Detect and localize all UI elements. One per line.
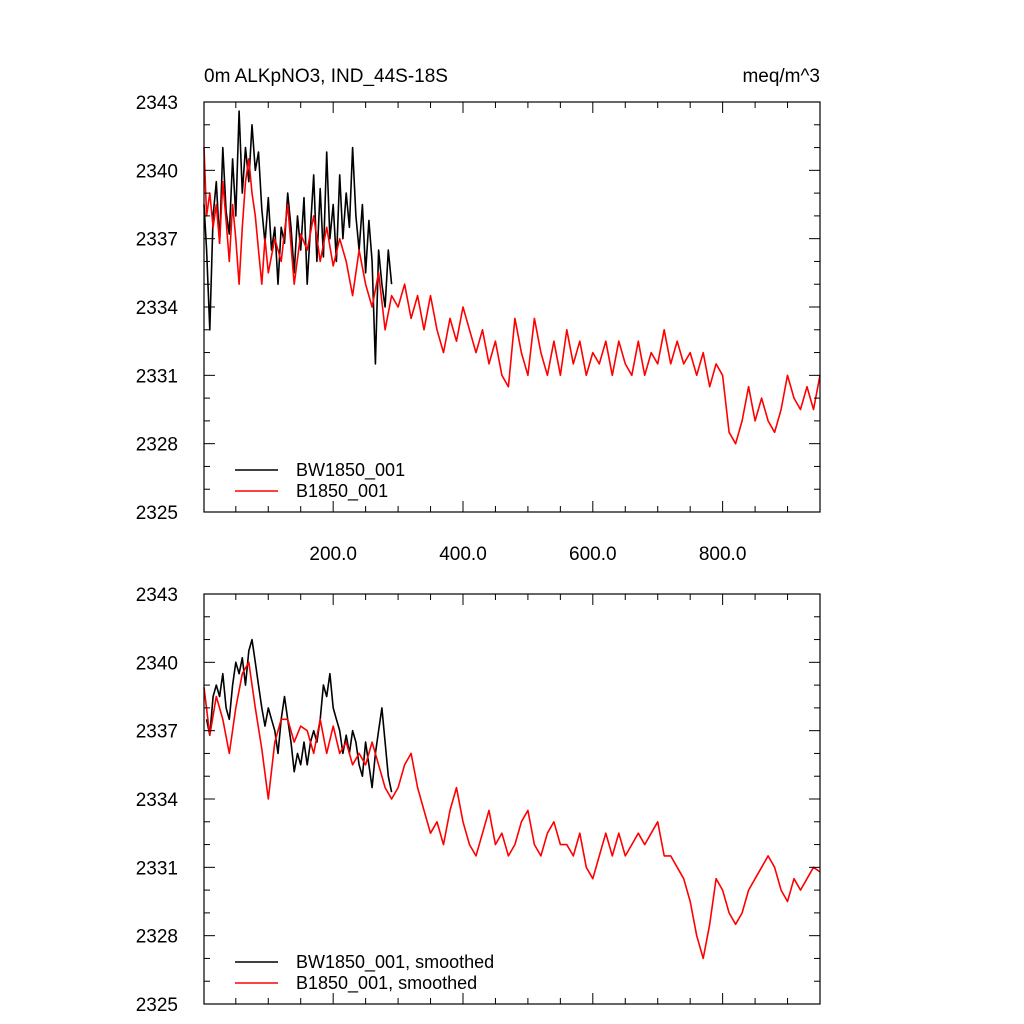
y-tick-label: 2334 — [136, 790, 179, 811]
y-tick-label: 2325 — [136, 995, 178, 1016]
top-time-series-panel: 2325 2328 2331 2334 2337 2340 2343 200.0 400.0 60… — [136, 66, 821, 565]
units-label: meq/m^3 — [742, 66, 820, 87]
bottom-smoothed-panel: 2325 2328 2331 2334 2337 2340 2343 BW1850_001, … — [136, 585, 821, 1016]
legend-label: B1850_001 — [296, 481, 388, 502]
x-tick-label: 600.0 — [569, 544, 617, 565]
plot-frame — [203, 101, 821, 513]
x-tick-label: 400.0 — [439, 544, 487, 565]
y-tick-label: 2334 — [136, 298, 179, 319]
y-tick-label: 2331 — [136, 858, 178, 879]
x-tick-label: 200.0 — [309, 544, 357, 565]
legend-label: BW1850_001 — [296, 460, 405, 481]
series-line-bw1850 — [205, 638, 393, 793]
legend-label: B1850_001, smoothed — [296, 973, 477, 994]
series-line-b1850 — [203, 147, 821, 445]
y-tick-label: 2340 — [136, 161, 178, 182]
x-tick-label: 800.0 — [699, 544, 747, 565]
y-tick-label: 2325 — [136, 503, 178, 524]
y-tick-label: 2328 — [136, 927, 178, 948]
y-tick-label: 2343 — [136, 585, 178, 606]
y-tick-label: 2340 — [136, 653, 178, 674]
y-tick-label: 2337 — [136, 722, 178, 743]
y-tick-label: 2328 — [136, 435, 178, 456]
series-line-b1850 — [203, 661, 821, 960]
legend-label: BW1850_001, smoothed — [296, 952, 494, 973]
y-tick-label: 2343 — [136, 93, 178, 114]
y-tick-label: 2337 — [136, 230, 178, 251]
y-tick-label: 2331 — [136, 366, 178, 387]
series-line-bw1850 — [203, 110, 393, 365]
chart-title: 0m ALKpNO3, IND_44S-18S — [204, 66, 448, 87]
plot-frame — [203, 593, 821, 1005]
